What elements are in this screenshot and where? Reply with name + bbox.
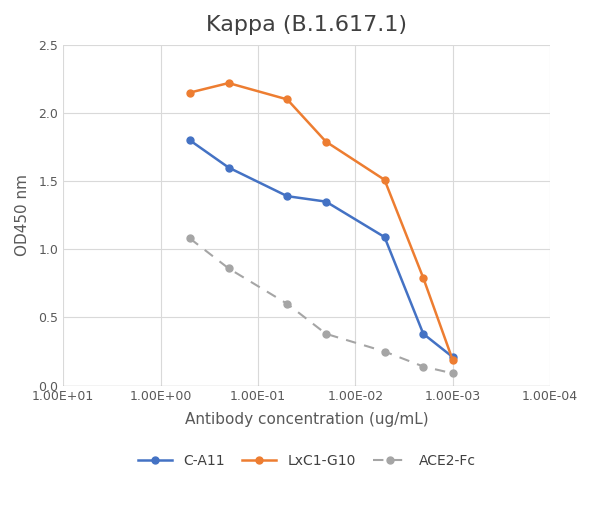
LxC1-G10 xyxy=(420,275,427,281)
LxC1-G10 xyxy=(186,89,193,96)
LxC1-G10 xyxy=(225,80,232,86)
Title: Kappa (B.1.617.1): Kappa (B.1.617.1) xyxy=(206,15,407,35)
LxC1-G10 xyxy=(283,96,291,103)
Line: C-A11: C-A11 xyxy=(186,137,456,360)
C-A11 xyxy=(186,137,193,144)
ACE2-Fc xyxy=(381,348,388,355)
Legend: C-A11, LxC1-G10, ACE2-Fc: C-A11, LxC1-G10, ACE2-Fc xyxy=(138,454,476,468)
Line: ACE2-Fc: ACE2-Fc xyxy=(186,235,456,377)
LxC1-G10 xyxy=(323,138,330,145)
ACE2-Fc xyxy=(323,331,330,337)
C-A11 xyxy=(420,331,427,337)
ACE2-Fc xyxy=(186,235,193,241)
Line: LxC1-G10: LxC1-G10 xyxy=(186,79,456,363)
ACE2-Fc xyxy=(225,265,232,271)
C-A11 xyxy=(323,198,330,205)
X-axis label: Antibody concentration (ug/mL): Antibody concentration (ug/mL) xyxy=(185,412,428,427)
LxC1-G10 xyxy=(381,177,388,183)
C-A11 xyxy=(225,165,232,171)
ACE2-Fc xyxy=(420,363,427,370)
ACE2-Fc xyxy=(283,301,291,307)
C-A11 xyxy=(449,354,456,360)
C-A11 xyxy=(283,193,291,199)
Y-axis label: OD450 nm: OD450 nm xyxy=(15,174,30,256)
ACE2-Fc xyxy=(449,370,456,377)
C-A11 xyxy=(381,234,388,240)
LxC1-G10 xyxy=(449,357,456,363)
